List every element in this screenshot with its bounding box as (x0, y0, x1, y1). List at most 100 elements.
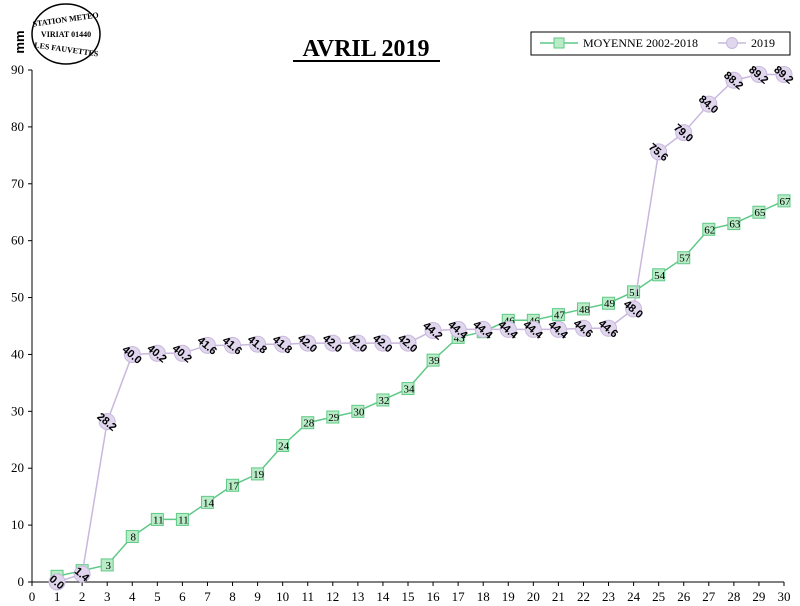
series-moyenne-data-label: 65 (754, 207, 766, 219)
x-tick-label: 26 (677, 589, 691, 604)
x-tick-label: 22 (577, 589, 590, 604)
series-moyenne-data-label: 17 (228, 480, 240, 492)
series-2019-data-label: 28.2 (94, 411, 118, 434)
series-moyenne-point (752, 205, 766, 219)
x-tick-label: 24 (627, 589, 641, 604)
series-moyenne-data-label: 51 (629, 287, 640, 299)
legend-marker-2019 (726, 37, 738, 49)
series-moyenne-point (727, 217, 741, 231)
series-2019-point (524, 320, 542, 338)
x-tick-label: 21 (552, 589, 565, 604)
y-tick-label: 0 (18, 574, 25, 589)
series-2019-data-label: 42.0 (320, 332, 344, 355)
series-moyenne-point (602, 296, 616, 310)
series-moyenne-point (326, 410, 340, 424)
series-moyenne-data-label: 43 (454, 332, 466, 344)
x-tick-label: 19 (502, 589, 515, 604)
series-2019-point (349, 334, 367, 352)
series-2019-point (574, 319, 592, 337)
series-2019-data-label: 40.2 (170, 343, 194, 366)
series-2019-point (549, 320, 567, 338)
series-moyenne-point (551, 308, 565, 322)
x-tick-label: 18 (477, 589, 490, 604)
series-moyenne-data-label: 30 (353, 406, 365, 418)
series-moyenne-data-label: 32 (378, 395, 389, 407)
series-moyenne-data-label: 29 (328, 412, 340, 424)
series-moyenne-point (200, 495, 214, 509)
series-moyenne-point (100, 558, 114, 572)
y-tick-label: 80 (11, 119, 24, 134)
series-2019-point (449, 320, 467, 338)
y-tick-label: 20 (11, 460, 24, 475)
series-2019-point (173, 344, 191, 362)
series-moyenne-point (677, 251, 691, 265)
y-tick-label: 30 (11, 403, 24, 418)
series-moyenne-point (226, 478, 240, 492)
x-tick-label: 15 (402, 589, 415, 604)
x-tick-label: 7 (204, 589, 211, 604)
y-tick-label: 90 (11, 62, 24, 77)
x-tick-label: 23 (602, 589, 615, 604)
series-2019-data-label: 41.6 (195, 335, 219, 358)
series-moyenne-data-label: 39 (429, 355, 441, 367)
series-2019-point (73, 565, 91, 583)
series-2019-data-label: 44.4 (496, 319, 521, 343)
series-2019-point (499, 320, 517, 338)
series-2019-data-label: 79.0 (671, 122, 695, 145)
series-moyenne-point (576, 302, 590, 316)
series-2019-point (625, 300, 643, 318)
stamp-line-2: VIRIAT 01440 (41, 30, 91, 39)
series-2019-point (48, 573, 66, 591)
series-2019-point (474, 320, 492, 338)
x-tick-label: 6 (179, 589, 186, 604)
series-moyenne-data-label: 34 (404, 384, 416, 396)
series-moyenne-point (301, 416, 315, 430)
x-tick-label: 14 (376, 589, 390, 604)
series-moyenne-data-label: 11 (178, 514, 189, 526)
series-2019-data-label: 41.6 (220, 335, 244, 358)
x-tick-label: 20 (527, 589, 540, 604)
series-2019-point (299, 334, 317, 352)
series-2019-point (249, 335, 267, 353)
x-tick-label: 3 (104, 589, 111, 604)
x-tick-label: 16 (427, 589, 441, 604)
y-tick-label: 40 (11, 346, 24, 361)
series-2019-data-label: 41.8 (245, 333, 269, 356)
chart-title: AVRIL 2019 (303, 36, 430, 62)
series-moyenne-point (426, 353, 440, 367)
series-2019-point (148, 344, 166, 362)
x-tick-label: 0 (29, 589, 36, 604)
series-moyenne-data-label: 49 (604, 298, 616, 310)
series-moyenne-point (351, 404, 365, 418)
x-tick-label: 9 (254, 589, 261, 604)
series-moyenne-data-label: 3 (105, 560, 111, 572)
series-2019-data-label: 44.4 (546, 319, 571, 343)
series-2019-point (198, 336, 216, 354)
legend-marker-moyenne (553, 37, 565, 49)
series-moyenne-data-label: 28 (303, 418, 315, 430)
series-2019-point (224, 336, 242, 354)
y-tick-label: 50 (11, 290, 24, 305)
x-tick-label: 13 (351, 589, 364, 604)
series-moyenne-point (401, 382, 415, 396)
series-2019-point (675, 124, 693, 142)
series-moyenne-data-label: 24 (278, 440, 290, 452)
series-2019-data-label: 48.0 (621, 298, 645, 321)
x-tick-label: 30 (778, 589, 791, 604)
series-2019-data-label: 89.2 (771, 64, 795, 87)
series-moyenne-data-label: 54 (654, 270, 666, 282)
series-2019-data-label: 44.6 (596, 318, 620, 341)
x-tick-label: 28 (727, 589, 740, 604)
legend: MOYENNE 2002-2018 2019 (530, 31, 791, 56)
series-2019-data-label: 41.8 (270, 333, 294, 356)
legend-label-moyenne: MOYENNE 2002-2018 (583, 36, 698, 50)
series-2019-point (98, 413, 116, 431)
x-tick-label: 8 (229, 589, 236, 604)
x-tick-label: 25 (652, 589, 665, 604)
series-2019-point (399, 334, 417, 352)
series-moyenne-data-label: 47 (554, 310, 566, 322)
series-moyenne-data-label: 8 (131, 531, 137, 543)
series-2019-point (424, 322, 442, 340)
